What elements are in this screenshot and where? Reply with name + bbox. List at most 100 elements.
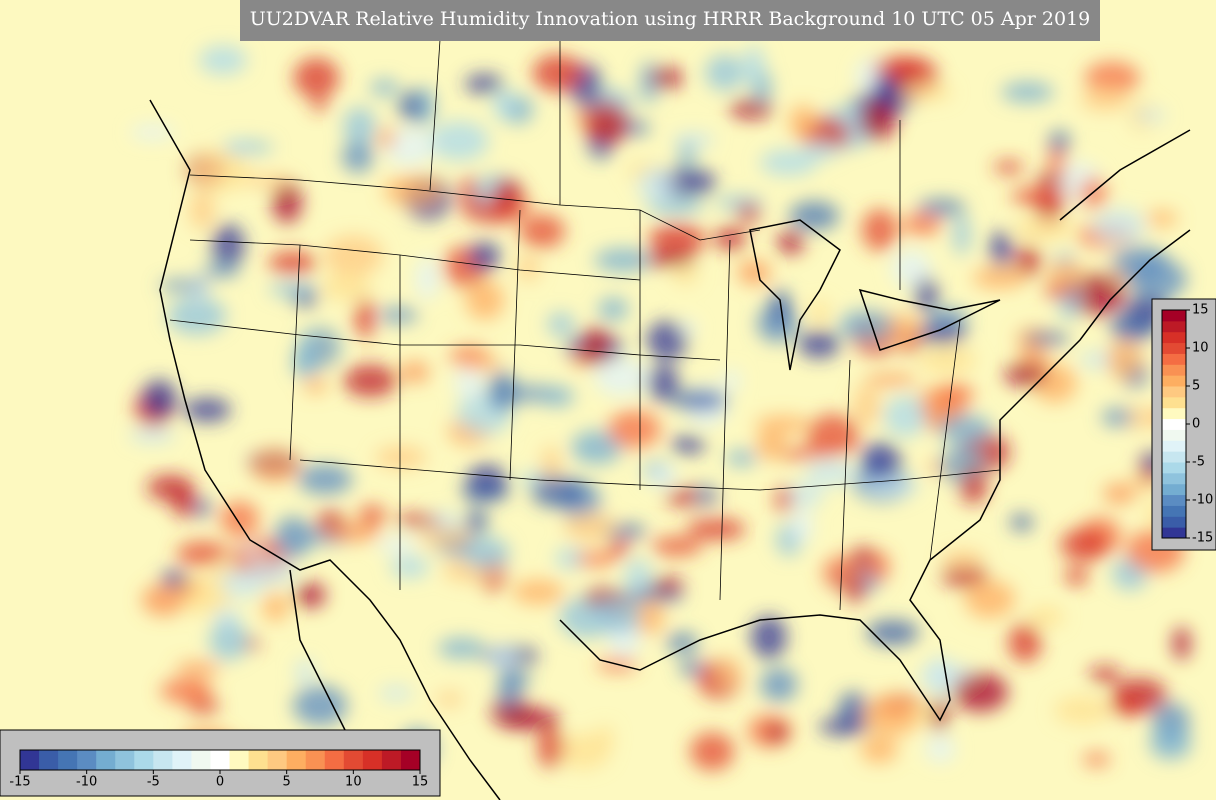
field-patch <box>517 254 540 282</box>
field-patch <box>1044 282 1073 299</box>
field-patch <box>803 141 840 160</box>
field-patch <box>370 79 399 96</box>
field-patch <box>487 371 518 412</box>
colorbar-vertical: 15 10 5 0 -5 -10 -15 <box>1161 303 1213 546</box>
colorbar-swatch <box>1162 516 1186 528</box>
field-patch <box>633 599 665 635</box>
field-patch <box>647 465 678 487</box>
field-patch <box>467 202 521 223</box>
field-patch <box>797 330 840 359</box>
field-patch <box>937 383 974 407</box>
field-patch <box>990 230 1013 268</box>
field-patch <box>643 251 697 267</box>
colorbar-swatch <box>172 750 192 770</box>
field-patch <box>292 685 348 726</box>
field-patch <box>607 540 631 557</box>
field-patch <box>872 75 900 103</box>
field-patch <box>972 266 1027 289</box>
field-patch <box>1014 245 1042 277</box>
field-patch <box>765 724 788 742</box>
field-patch <box>737 260 771 285</box>
colorbar-swatch <box>381 750 402 770</box>
field-patch <box>358 504 386 527</box>
field-patch <box>646 363 679 401</box>
field-patch <box>1001 82 1054 103</box>
colorbar-swatch <box>1162 364 1186 376</box>
field-patch <box>650 577 685 595</box>
field-patch <box>158 279 211 292</box>
field-patch <box>209 621 248 661</box>
field-patch <box>666 632 699 653</box>
field-patch <box>679 659 704 677</box>
field-patch <box>268 251 317 275</box>
title-bar <box>240 0 1100 41</box>
field-patch <box>311 98 329 112</box>
field-patch <box>1084 61 1140 95</box>
colorbar-tick-label: 10 <box>1192 341 1209 356</box>
field-patch <box>1010 186 1070 206</box>
field-patch <box>917 199 966 216</box>
field-patch <box>914 277 938 311</box>
title: UU2DVAR Relative Humidity Innovation usi… <box>250 8 1091 30</box>
field-patch <box>303 377 328 394</box>
colorbar-swatch <box>1162 418 1186 430</box>
field-patch <box>608 410 661 449</box>
field-patch <box>952 672 1008 712</box>
field-patch <box>462 536 510 571</box>
field-patch <box>883 395 928 438</box>
colorbar-swatch <box>1162 375 1186 387</box>
field-patch <box>420 527 472 549</box>
field-patch <box>862 696 922 736</box>
colorbar-swatch <box>58 750 78 770</box>
field-patch <box>810 299 830 326</box>
field-patch <box>486 645 519 669</box>
field-patch <box>1004 362 1048 387</box>
field-patch <box>925 308 969 327</box>
colorbar-swatch <box>248 750 269 770</box>
field-patch <box>598 297 629 321</box>
field-patch <box>493 88 514 120</box>
colorbar-swatch <box>267 750 288 770</box>
field-patch <box>852 385 881 427</box>
field-patch <box>325 523 382 542</box>
field-patch <box>498 666 521 710</box>
field-patch <box>295 582 326 608</box>
field-patch <box>1172 626 1191 661</box>
field-patch <box>547 312 575 336</box>
field-patch <box>378 307 419 324</box>
field-patch <box>141 583 186 617</box>
field-patch <box>580 327 613 366</box>
colorbar-tick-label: -15 <box>9 775 30 790</box>
field-patch <box>512 579 565 605</box>
field-patch <box>537 725 564 769</box>
field-patch <box>863 373 918 386</box>
field-patch <box>519 214 566 249</box>
field-patch <box>574 551 616 567</box>
field-patch <box>341 140 374 173</box>
colorbar-swatch <box>324 750 345 770</box>
field-patch <box>585 102 629 146</box>
field-patch <box>729 99 773 119</box>
field-patch <box>176 541 229 567</box>
field-patch <box>743 45 765 86</box>
colorbar-swatch <box>115 750 135 770</box>
colorbar-tick-label: -5 <box>1192 455 1205 470</box>
field-patch <box>873 56 926 80</box>
field-patch <box>167 297 227 335</box>
field-patch <box>464 74 504 94</box>
field-patch <box>723 368 740 393</box>
field-patch <box>541 386 575 407</box>
colorbar-swatch <box>1162 505 1186 517</box>
field-patch <box>175 661 221 676</box>
field-patch <box>736 204 761 223</box>
field-patch <box>1133 109 1166 122</box>
field-patch <box>1009 514 1034 531</box>
field-patch <box>415 257 439 300</box>
field-patch <box>918 346 977 374</box>
field-patch <box>760 667 798 702</box>
field-patch <box>805 459 857 487</box>
field-patch <box>705 54 744 91</box>
field-patch <box>1014 217 1074 241</box>
field-patch <box>146 474 194 501</box>
